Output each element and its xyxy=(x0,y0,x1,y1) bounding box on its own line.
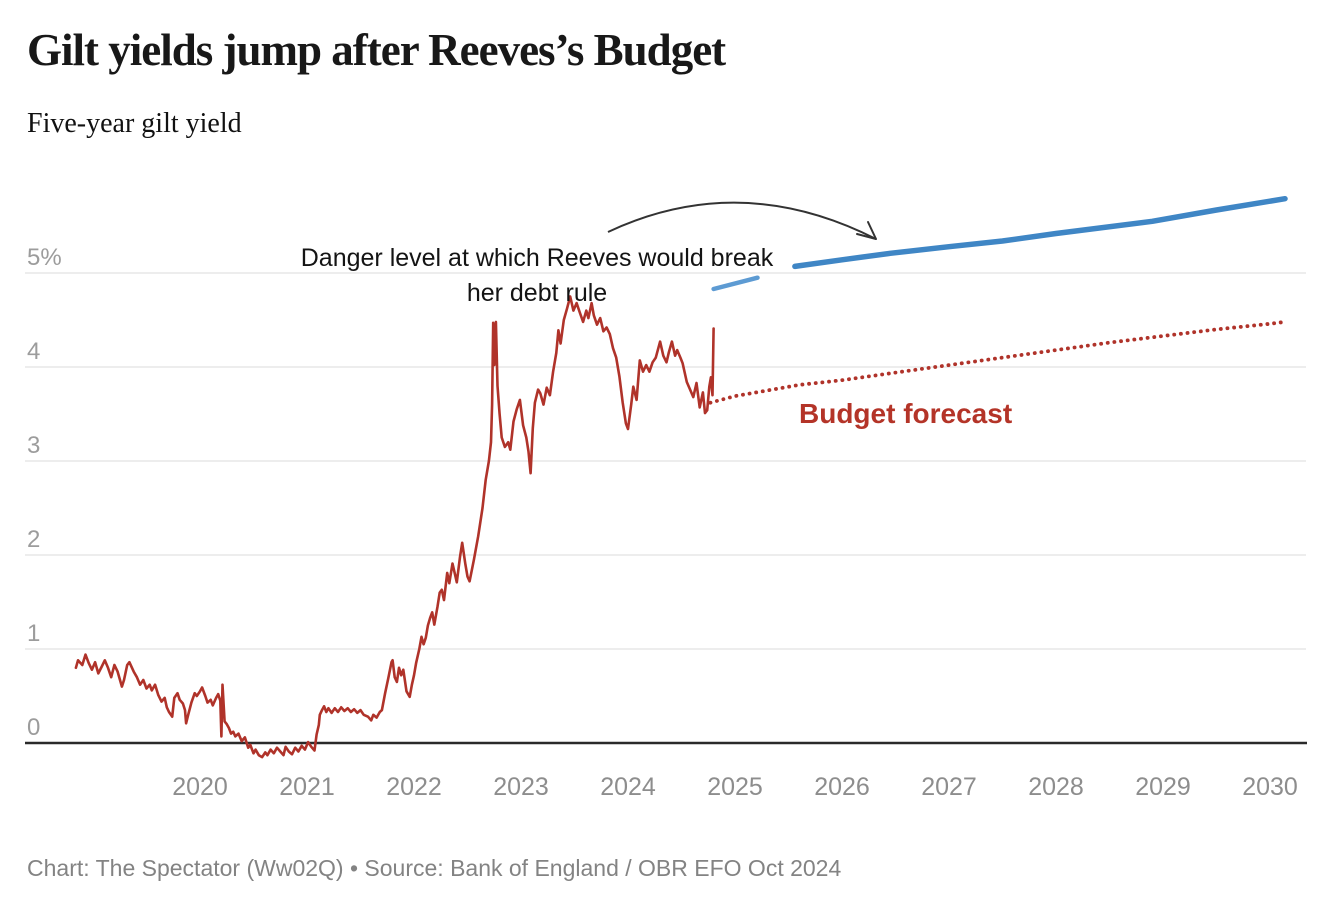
chart-credit-footer: Chart: The Spectator (Ww02Q) • Source: B… xyxy=(27,855,842,881)
y-axis-tick-label-0: 0 xyxy=(27,714,40,741)
danger-level-annotation: Danger level at which Reeves would break… xyxy=(237,241,837,311)
danger-level-annotation-line1: Danger level at which Reeves would break xyxy=(300,244,774,272)
x-axis-tick-label-2023: 2023 xyxy=(493,773,549,801)
y-axis-tick-label-1: 1 xyxy=(27,620,40,647)
x-axis-tick-label-2028: 2028 xyxy=(1028,773,1084,801)
x-axis-tick-label-2030: 2030 xyxy=(1242,773,1298,801)
x-axis-tick-label-2025: 2025 xyxy=(707,773,763,801)
danger-level-annotation-line2: her debt rule xyxy=(466,279,608,307)
x-axis-tick-label-2029: 2029 xyxy=(1135,773,1191,801)
y-axis-tick-label-4: 4 xyxy=(27,338,40,365)
x-axis-tick-label-2024: 2024 xyxy=(600,773,656,801)
x-axis-tick-label-2027: 2027 xyxy=(921,773,977,801)
y-axis-tick-label-3: 3 xyxy=(27,432,40,459)
historical-series-line xyxy=(74,295,715,759)
forecast-series-line xyxy=(708,320,1287,405)
x-axis-tick-label-2022: 2022 xyxy=(386,773,442,801)
danger-level-line xyxy=(792,195,1288,270)
x-axis-tick-label-2026: 2026 xyxy=(814,773,870,801)
x-axis-tick-label-2020: 2020 xyxy=(172,773,228,801)
danger-level-line-tail xyxy=(711,275,760,292)
y-axis-tick-label-2: 2 xyxy=(27,526,40,553)
y-axis-tick-label-5%: 5% xyxy=(27,244,62,271)
chart-subtitle: Five-year gilt yield xyxy=(27,108,242,139)
annotation-arrow-icon xyxy=(607,201,877,240)
chart-title: Gilt yields jump after Reeves’s Budget xyxy=(27,25,726,75)
budget-forecast-label: Budget forecast xyxy=(799,398,1013,429)
x-axis-tick-label-2021: 2021 xyxy=(279,773,335,801)
annotation-arrowhead-icon xyxy=(856,221,877,240)
